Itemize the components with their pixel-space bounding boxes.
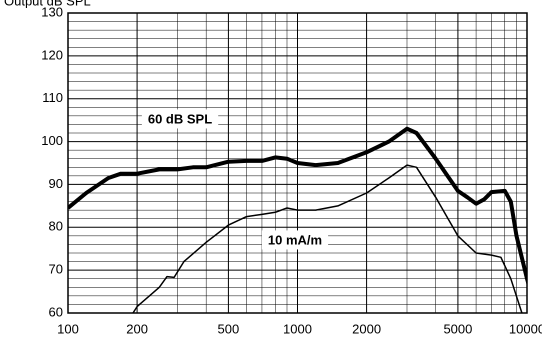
- curve-label-bg: [141, 109, 219, 129]
- y-tick-label: 100: [41, 133, 63, 148]
- response-curve: [132, 164, 523, 313]
- y-tick-label: 120: [41, 47, 63, 62]
- y-tick-label: 90: [49, 176, 63, 191]
- curve-label: 10 mA/m: [268, 232, 322, 247]
- x-tick-label: 10000: [509, 321, 542, 336]
- x-tick-label: 500: [218, 321, 240, 336]
- curve-label-bg: [261, 230, 329, 250]
- x-tick-label: 200: [126, 321, 148, 336]
- y-tick-label: 110: [42, 90, 63, 105]
- y-tick-label: 130: [41, 4, 63, 19]
- response-curve: [68, 126, 527, 286]
- x-tick-label: 100: [57, 321, 79, 336]
- plot-frame: [67, 12, 528, 314]
- x-tick-label: 1000: [283, 321, 312, 336]
- curve-label: 60 dB SPL: [148, 111, 212, 126]
- y-axis-label: Output dB SPL: [4, 0, 91, 8]
- y-tick-label: 70: [49, 262, 63, 277]
- y-tick-label: 80: [49, 219, 63, 234]
- x-tick-label: 2000: [352, 321, 381, 336]
- x-tick-label: 5000: [443, 321, 472, 336]
- y-tick-label: 60: [49, 304, 63, 319]
